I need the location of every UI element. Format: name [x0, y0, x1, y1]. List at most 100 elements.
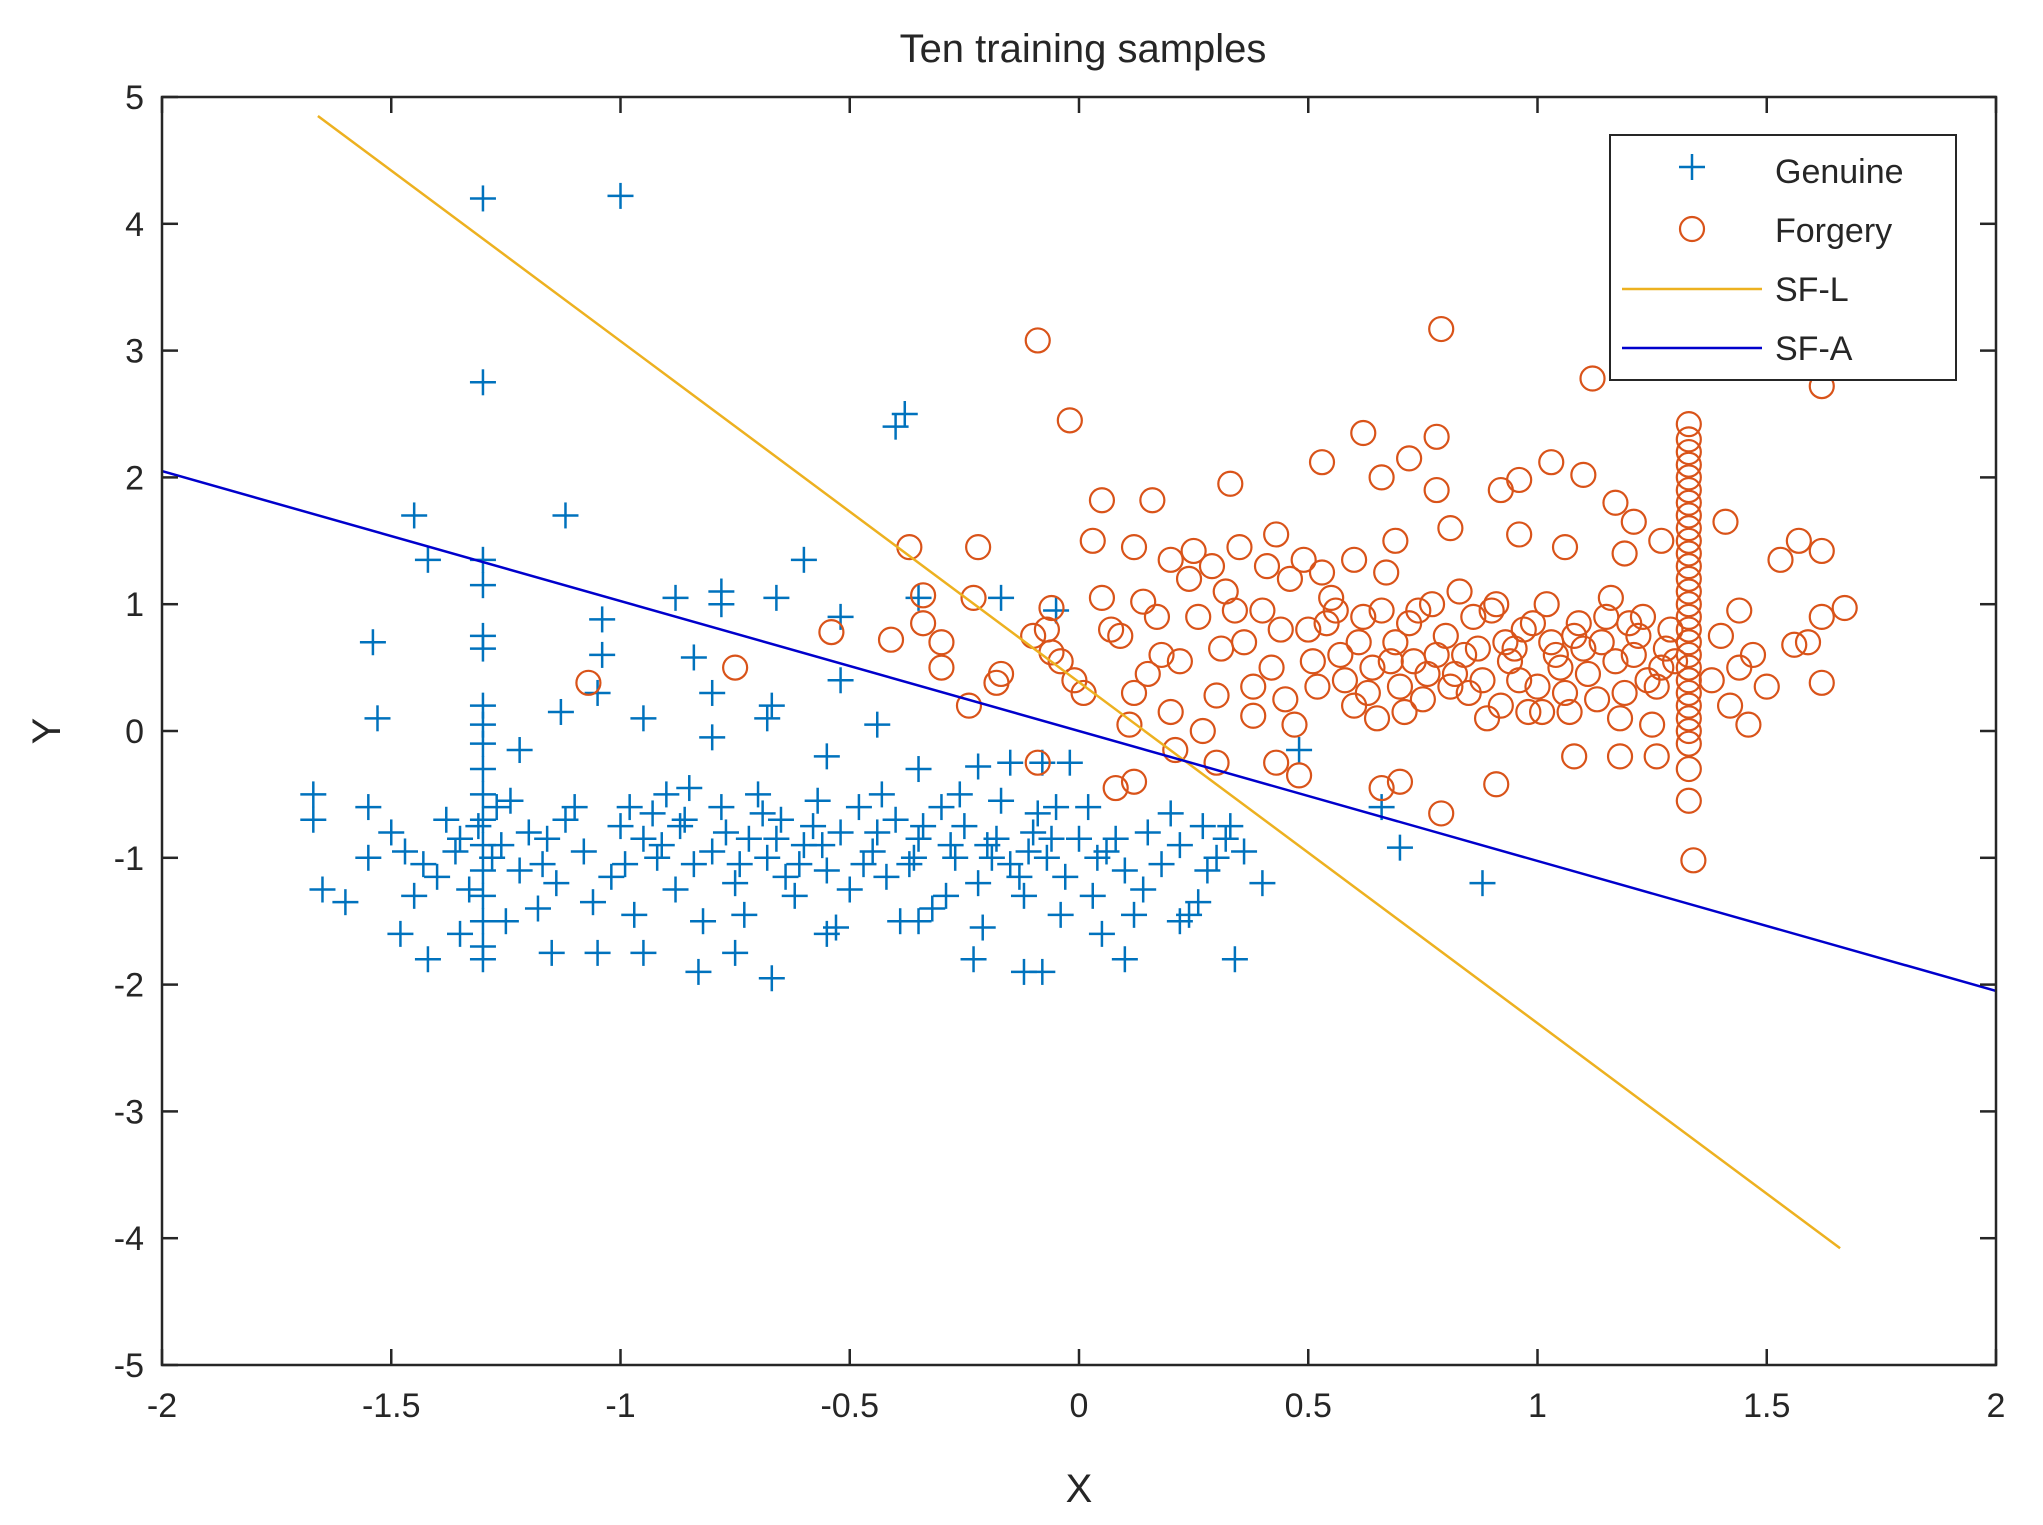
- point-forgery: [1556, 698, 1583, 726]
- point-forgery: [1675, 578, 1702, 605]
- point-genuine: [965, 753, 992, 780]
- point-genuine: [905, 756, 932, 783]
- point-forgery: [1602, 489, 1629, 516]
- point-forgery: [1506, 667, 1533, 694]
- point-genuine: [763, 584, 790, 611]
- point-forgery: [1675, 616, 1702, 643]
- point-genuine: [534, 825, 561, 852]
- point-forgery: [983, 669, 1010, 696]
- x-tick-label: -1.5: [362, 1387, 421, 1425]
- point-forgery: [1217, 470, 1244, 497]
- legend-swatch-genuine: [1679, 154, 1705, 180]
- point-forgery: [1584, 686, 1611, 713]
- point-genuine: [1079, 882, 1106, 909]
- point-forgery: [1350, 603, 1377, 630]
- point-genuine: [763, 825, 790, 852]
- point-genuine: [800, 813, 827, 840]
- point-forgery: [1024, 749, 1051, 776]
- legend-entry-genuine: Genuine: [1679, 153, 1904, 191]
- point-genuine: [662, 584, 689, 611]
- point-forgery: [1276, 565, 1304, 592]
- point-genuine: [639, 800, 666, 827]
- point-genuine: [355, 794, 382, 821]
- point-genuine: [1166, 832, 1193, 859]
- point-forgery: [1240, 702, 1267, 729]
- point-forgery: [1542, 641, 1569, 669]
- point-genuine: [630, 939, 657, 966]
- point-genuine: [671, 806, 698, 833]
- point-forgery: [1148, 641, 1175, 669]
- point-forgery: [1675, 692, 1702, 719]
- point-forgery: [1794, 629, 1822, 656]
- point-forgery: [1391, 698, 1418, 726]
- point-forgery: [1657, 616, 1684, 643]
- point-forgery: [1386, 673, 1414, 700]
- point-genuine: [410, 851, 437, 878]
- point-forgery: [910, 610, 937, 637]
- point-genuine: [607, 182, 634, 209]
- point-genuine: [332, 889, 359, 916]
- point-forgery: [1675, 717, 1702, 745]
- point-forgery: [965, 534, 992, 561]
- point-forgery: [1519, 610, 1547, 637]
- point-forgery: [1437, 673, 1464, 700]
- point-genuine: [1189, 813, 1216, 840]
- point-forgery: [1304, 673, 1331, 700]
- point-genuine: [414, 546, 441, 573]
- point-genuine: [699, 679, 726, 706]
- point-genuine: [1221, 946, 1248, 973]
- point-genuine: [891, 401, 918, 427]
- point-genuine: [648, 832, 675, 859]
- point-genuine: [465, 813, 492, 840]
- point-genuine: [786, 851, 813, 878]
- point-genuine: [364, 705, 391, 732]
- point-genuine: [937, 832, 964, 859]
- point-forgery: [1767, 546, 1794, 573]
- point-forgery: [1675, 411, 1702, 438]
- point-forgery: [1354, 679, 1381, 707]
- point-forgery: [1593, 603, 1620, 630]
- x-tick-label: -2: [147, 1387, 177, 1425]
- x-axis-label: X: [1066, 1467, 1093, 1511]
- point-genuine: [745, 781, 772, 808]
- point-genuine: [355, 844, 382, 871]
- point-genuine: [1194, 857, 1221, 884]
- point-forgery: [1198, 553, 1226, 580]
- point-genuine: [845, 794, 872, 821]
- point-genuine: [447, 825, 474, 852]
- point-forgery: [1258, 654, 1285, 681]
- legend-swatch-forgery: [1678, 215, 1706, 243]
- point-genuine: [983, 825, 1010, 852]
- point-forgery: [1373, 559, 1400, 586]
- point-forgery: [1097, 616, 1125, 643]
- point-genuine: [1469, 870, 1496, 897]
- point-genuine: [1130, 876, 1157, 903]
- point-forgery: [722, 654, 749, 681]
- point-forgery: [1285, 762, 1313, 789]
- point-genuine: [1043, 794, 1070, 821]
- point-genuine: [864, 819, 891, 846]
- point-forgery: [1620, 508, 1647, 535]
- point-genuine: [584, 939, 611, 966]
- point-forgery: [1574, 660, 1602, 688]
- legend-box: [1609, 134, 1957, 381]
- y-tick-label: -2: [114, 967, 144, 1005]
- point-genuine: [1056, 749, 1083, 776]
- point-forgery: [1263, 749, 1290, 776]
- point-forgery: [1166, 648, 1193, 675]
- point-forgery: [818, 618, 845, 646]
- point-forgery: [1327, 641, 1354, 669]
- point-genuine: [433, 806, 460, 833]
- point-forgery: [1139, 487, 1166, 514]
- point-genuine: [630, 705, 657, 732]
- point-genuine: [584, 679, 611, 706]
- point-forgery: [1102, 774, 1129, 802]
- point-genuine: [1052, 863, 1079, 890]
- line-sf-a: [162, 469, 1996, 993]
- point-forgery: [1634, 667, 1661, 694]
- point-genuine: [483, 794, 510, 821]
- point-genuine: [506, 857, 533, 884]
- point-genuine: [1231, 838, 1258, 865]
- point-forgery: [1661, 648, 1689, 675]
- point-genuine: [1010, 882, 1037, 909]
